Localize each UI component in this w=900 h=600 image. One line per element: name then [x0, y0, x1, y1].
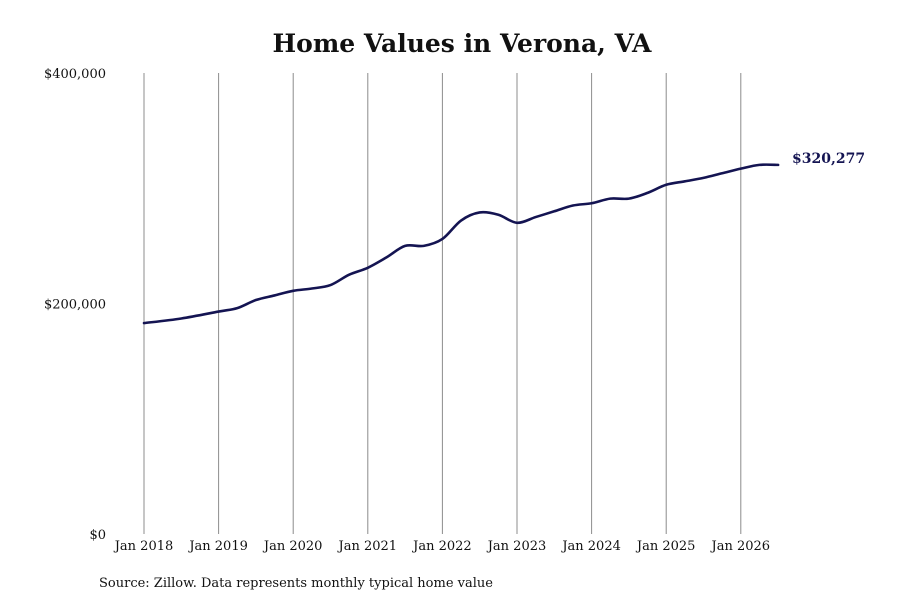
x-tick-label: Jan 2026: [710, 539, 771, 554]
x-tick-label: Jan 2023: [486, 539, 547, 554]
x-tick-label: Jan 2020: [262, 539, 323, 554]
series-line-0: [142, 163, 780, 325]
x-axis-tick-labels: Jan 2018 Jan 2019 Jan 2020 Jan 2021 Jan 2022…: [113, 539, 770, 554]
x-tick-label: Jan 2025: [635, 539, 696, 554]
x-tick-label: Jan 2019: [187, 539, 248, 554]
x-tick-label: Jan 2022: [411, 539, 472, 554]
y-axis-tick-labels: $0 $200,000 $400,000: [44, 67, 106, 543]
source-note: Source: Zillow. Data represents monthly …: [99, 576, 493, 591]
y-tick-label: $200,000: [44, 298, 106, 313]
x-tick-label: Jan 2018: [113, 539, 174, 554]
y-tick-label: $0: [89, 528, 106, 543]
series-group: [142, 163, 780, 325]
x-tick-label: Jan 2024: [560, 539, 621, 554]
vertical-gridlines: [143, 73, 742, 534]
x-tick-label: Jan 2021: [337, 539, 398, 554]
chart-title: Home Values in Verona, VA: [273, 29, 652, 58]
y-tick-label: $400,000: [44, 67, 106, 82]
end-value-label: $320,277: [792, 151, 865, 167]
